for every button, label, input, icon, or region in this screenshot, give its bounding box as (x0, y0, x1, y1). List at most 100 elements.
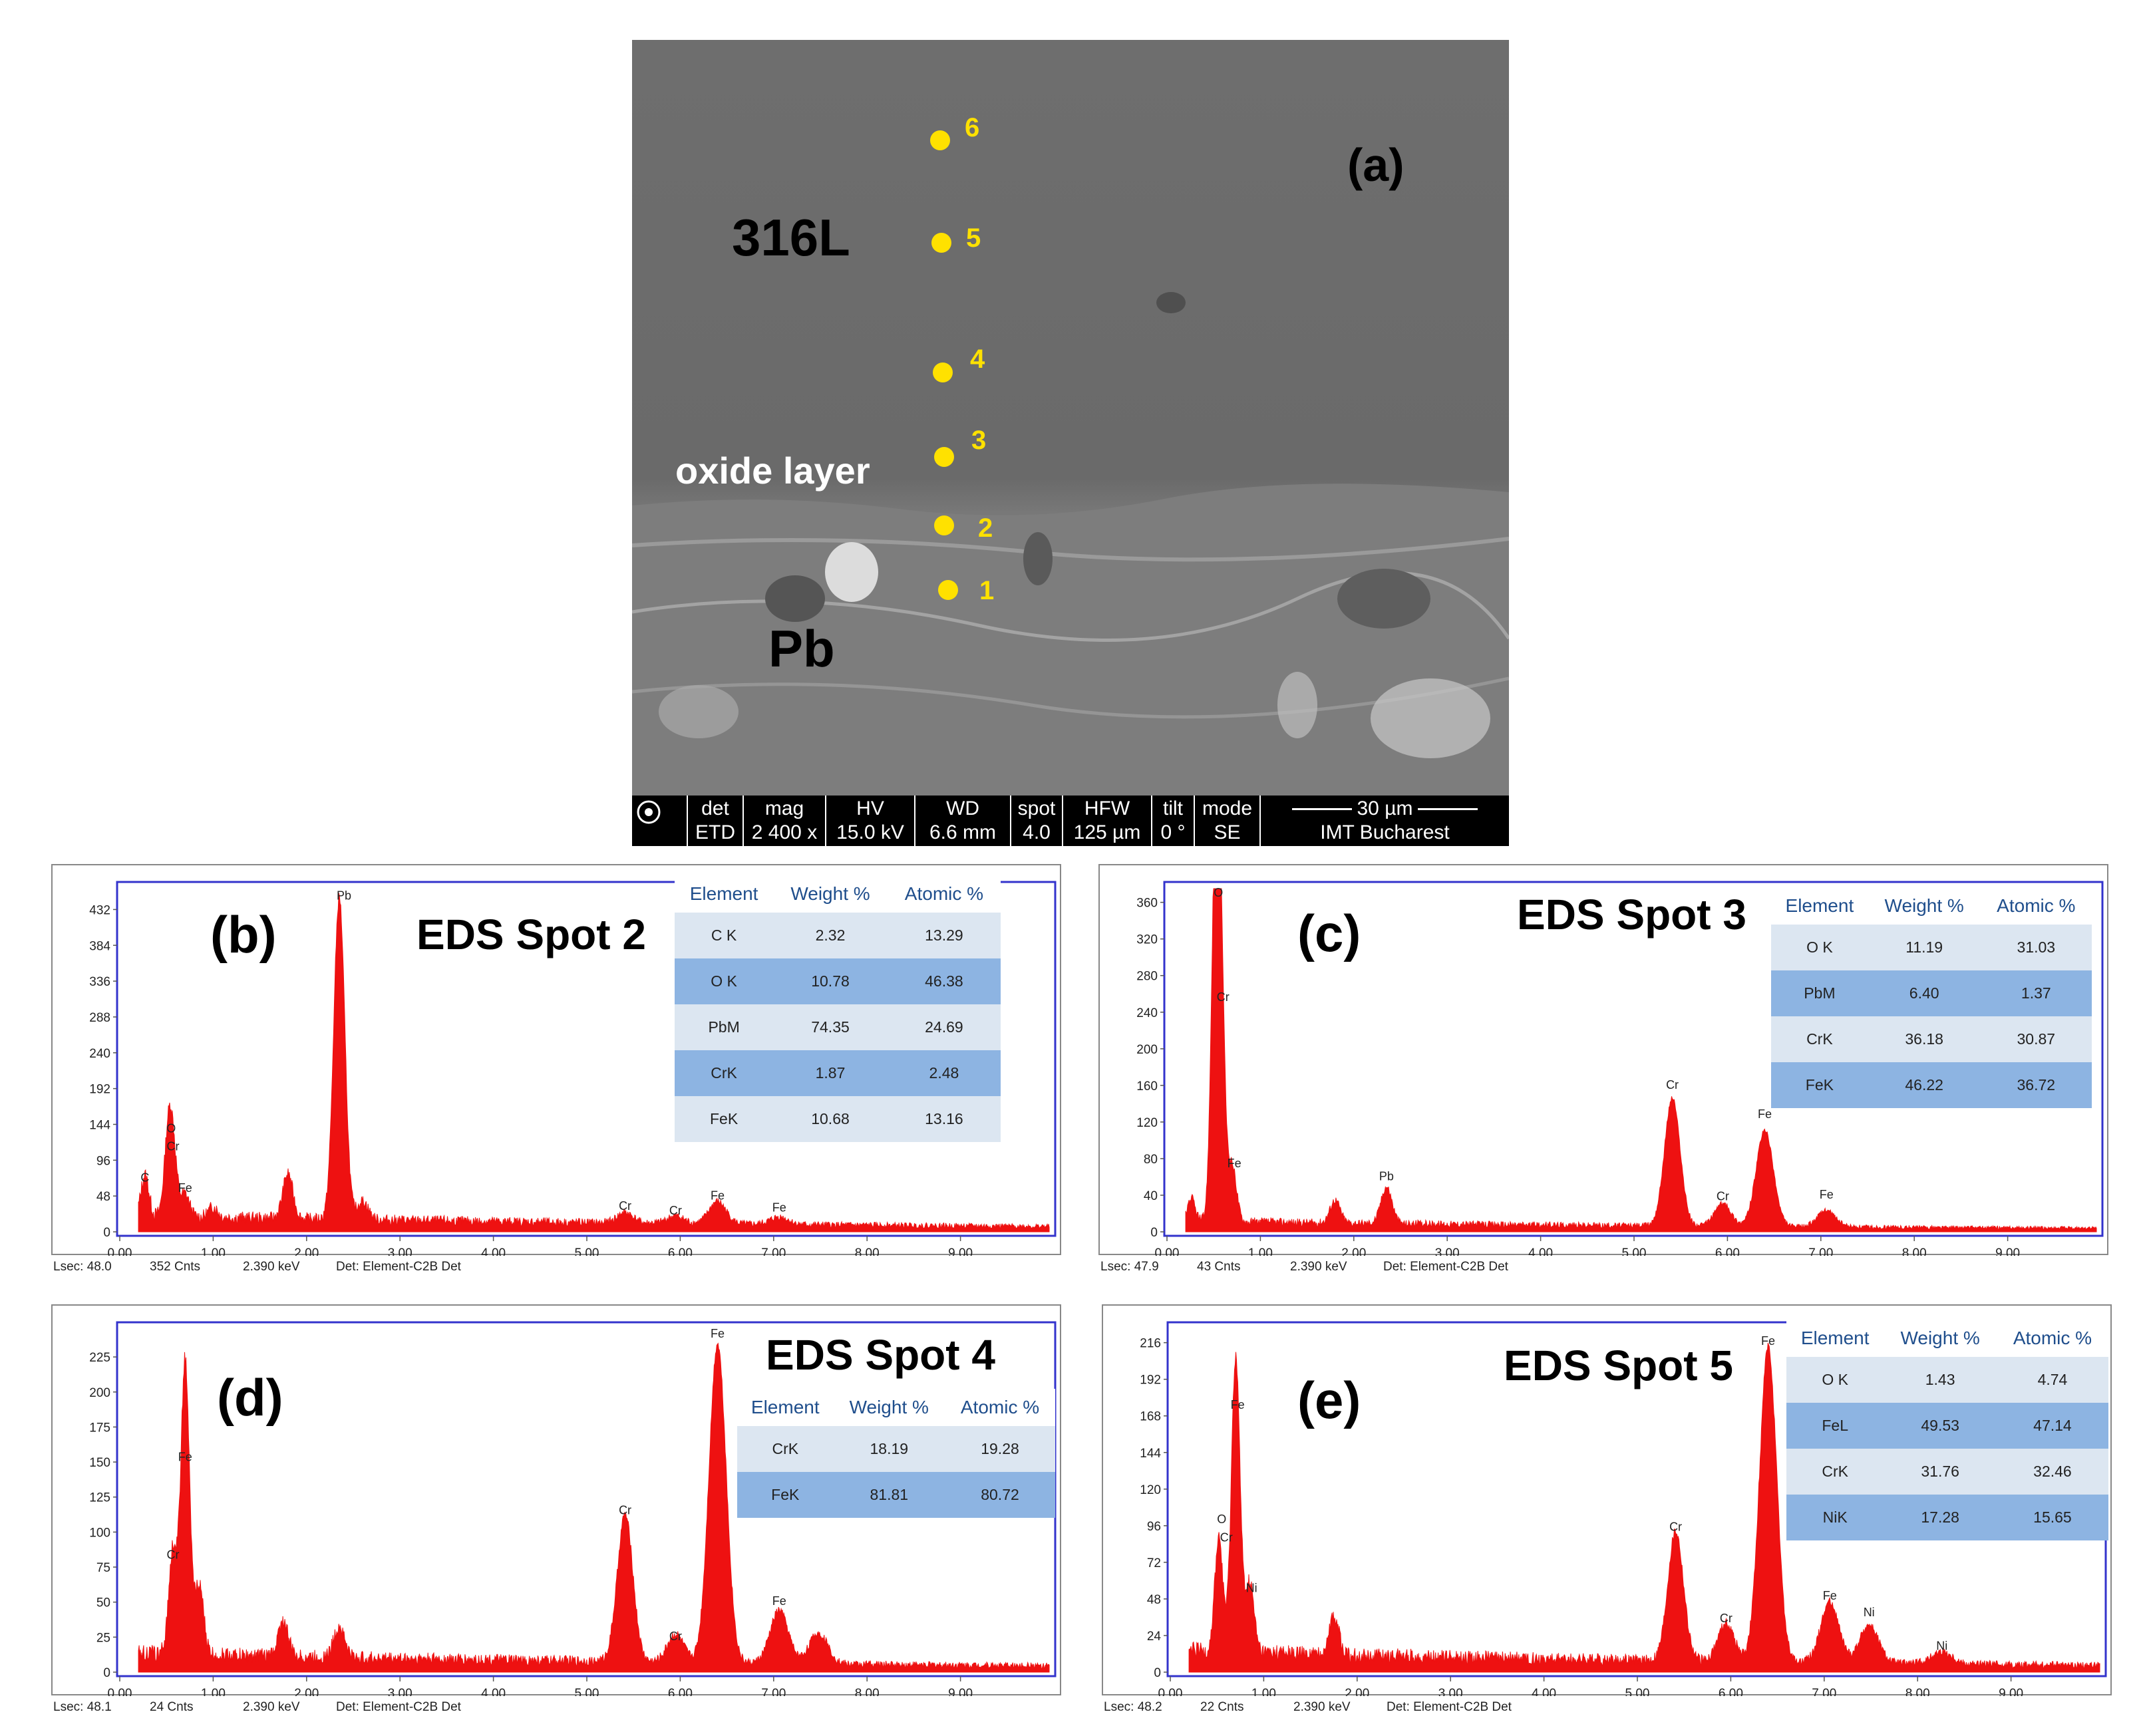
column-header: Atomic % (1980, 887, 2092, 925)
x-tick-label: 4.00 (1532, 1687, 1556, 1696)
table-cell: 13.29 (887, 913, 1001, 958)
table-cell: 31.03 (1980, 925, 2092, 970)
peak-label: Cr (619, 1199, 631, 1213)
y-tick-label: 144 (1140, 1447, 1161, 1461)
x-tick-label: 5.00 (1622, 1246, 1647, 1256)
y-tick-label: 24 (1147, 1630, 1162, 1644)
table-cell: 13.16 (887, 1096, 1001, 1142)
databar-scale: 30 µm IMT Bucharest (1261, 796, 1509, 846)
y-tick-label: 0 (103, 1666, 110, 1680)
x-tick-label: 8.00 (855, 1246, 880, 1256)
peak-label: Fe (772, 1594, 786, 1608)
sem-texture (632, 40, 1509, 796)
panel-frame (51, 1304, 1061, 1695)
y-tick-label: 72 (1147, 1556, 1161, 1570)
peak-label: Fe (1758, 1107, 1772, 1121)
table-cell: 80.72 (945, 1472, 1055, 1518)
y-tick-label: 384 (89, 939, 110, 953)
y-tick-label: 75 (96, 1561, 110, 1575)
spot-number-1: 1 (979, 576, 995, 605)
x-tick-label: 9.00 (948, 1687, 973, 1696)
x-tick-label: 6.00 (1719, 1687, 1743, 1696)
y-tick-label: 168 (1140, 1410, 1161, 1424)
peak-label: O (166, 1121, 176, 1135)
table-cell: 10.68 (773, 1096, 888, 1142)
eds-panel-spot-4: 0 25 50 75 100 125 150 175 200 225 0.00 1.00 2.00 3.0… (51, 1304, 1062, 1716)
table-row: FeK 46.22 36.72 (1771, 1062, 2092, 1108)
peak-label: Pb (337, 889, 351, 902)
footer-item: Lsec: 48.2 (1104, 1700, 1162, 1714)
y-tick-label: 96 (96, 1154, 110, 1168)
table-cell: 49.53 (1884, 1403, 1997, 1449)
footer-item: 352 Cnts (150, 1260, 201, 1274)
y-tick-label: 240 (1136, 1006, 1158, 1020)
x-tick-label: 4.00 (1528, 1246, 1553, 1256)
column-header: Weight % (1868, 887, 1981, 925)
table-cell: 47.14 (1996, 1403, 2108, 1449)
y-tick-label: 200 (89, 1386, 110, 1400)
panel-tag-c: (c) (1297, 904, 1361, 962)
y-tick-label: 48 (1147, 1593, 1161, 1607)
x-tick-label: 4.00 (481, 1246, 506, 1256)
spot-marker-1 (938, 580, 958, 600)
peak-label: Fe (1231, 1398, 1245, 1411)
y-tick-label: 0 (103, 1226, 110, 1240)
peak-label: Fe (178, 1181, 192, 1195)
table-cell: 36.72 (1980, 1062, 2092, 1108)
table-cell: 1.43 (1884, 1357, 1997, 1403)
table-cell: CrK (1786, 1449, 1884, 1495)
peak-label: Fe (1820, 1188, 1834, 1201)
peak-label: Cr (1220, 1531, 1233, 1544)
panel-tag-a: (a) (1347, 139, 1404, 191)
x-tick-label: 3.00 (388, 1687, 413, 1696)
scale-bar-label: 30 µm (1357, 797, 1413, 819)
y-tick-label: 100 (89, 1526, 110, 1540)
x-tick-label: 3.00 (1438, 1687, 1463, 1696)
spot-marker-2 (934, 515, 954, 535)
spectrum-area (138, 893, 1050, 1232)
table-cell: 1.87 (773, 1050, 888, 1096)
table-cell: 1.37 (1980, 970, 2092, 1016)
table-cell: 19.28 (945, 1426, 1055, 1472)
x-tick-label: 0.00 (108, 1246, 132, 1256)
y-tick-label: 175 (89, 1421, 110, 1435)
x-tick-label: 7.00 (1808, 1246, 1833, 1256)
peak-label: Fe (1823, 1589, 1837, 1602)
plot-area (116, 1321, 1057, 1677)
table-cell: CrK (675, 1050, 774, 1096)
footer-item: Det: Element-C2B Det (1387, 1700, 1512, 1714)
y-tick-label: 96 (1147, 1520, 1161, 1534)
table-cell: NiK (1786, 1495, 1884, 1540)
y-tick-label: 360 (1136, 897, 1158, 911)
table-cell: CrK (737, 1426, 834, 1472)
table-row: CrK 1.87 2.48 (675, 1050, 1001, 1096)
x-tick-label: 9.00 (1999, 1687, 2023, 1696)
table-row: O K 10.78 46.38 (675, 958, 1001, 1004)
spot-marker-3 (934, 447, 954, 467)
panel-frame (51, 864, 1061, 1255)
table-header-row: Element Weight % Atomic % (737, 1389, 1055, 1426)
composition-table: Element Weight % Atomic % O K 1.43 4.74 FeL 49.… (1786, 1320, 2108, 1540)
table-cell: PbM (1771, 970, 1868, 1016)
footer-item: 2.390 keV (1290, 1260, 1347, 1274)
panel-frame (1098, 864, 2108, 1255)
table-row: NiK 17.28 15.65 (1786, 1495, 2108, 1540)
peak-label: Cr (1717, 1190, 1729, 1203)
y-tick-label: 160 (1136, 1080, 1158, 1093)
footer-item: 2.390 keV (1293, 1700, 1351, 1714)
peak-label: Cr (1720, 1612, 1733, 1625)
spectrum-area (1188, 1342, 2100, 1673)
table-cell: O K (675, 958, 774, 1004)
x-tick-label: 7.00 (1812, 1687, 1836, 1696)
column-header: Element (1786, 1320, 1884, 1357)
table-cell: 74.35 (773, 1004, 888, 1050)
chart-title: EDS Spot 4 (766, 1331, 995, 1379)
column-header: Atomic % (887, 875, 1001, 913)
table-row: PbM 6.40 1.37 (1771, 970, 2092, 1016)
x-tick-label: 9.00 (948, 1246, 973, 1256)
spot-marker-5 (931, 233, 951, 253)
x-tick-label: 4.00 (481, 1687, 506, 1696)
peak-label: Cr (619, 1503, 631, 1517)
x-tick-label: 2.00 (294, 1246, 319, 1256)
table-cell: FeK (737, 1472, 834, 1518)
